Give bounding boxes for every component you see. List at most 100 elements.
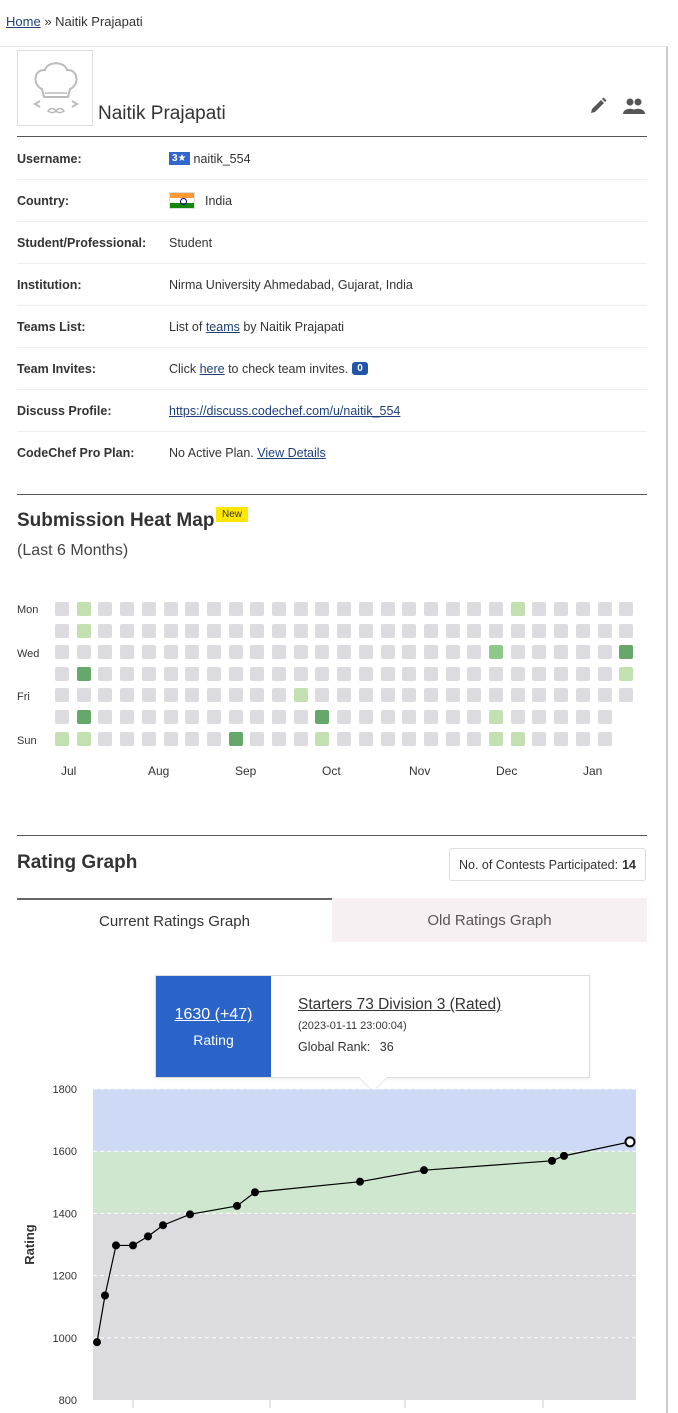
heatmap-cell[interactable] bbox=[185, 710, 200, 724]
heatmap-cell[interactable] bbox=[272, 731, 286, 746]
heatmap-cell[interactable] bbox=[315, 731, 330, 746]
heatmap-cell[interactable] bbox=[337, 688, 352, 703]
heatmap-cell[interactable] bbox=[402, 710, 417, 724]
heatmap-cell[interactable] bbox=[597, 666, 612, 681]
heatmap-cell[interactable] bbox=[141, 710, 156, 724]
tooltip-contest-name[interactable]: Starters 73 Division 3 (Rated) bbox=[298, 996, 502, 1013]
heatmap-cell[interactable] bbox=[489, 688, 503, 703]
heatmap-cell[interactable] bbox=[532, 645, 547, 660]
heatmap-cell[interactable] bbox=[315, 688, 330, 703]
heatmap-cell[interactable] bbox=[163, 645, 178, 660]
rating-point[interactable] bbox=[548, 1156, 556, 1165]
heatmap-cell[interactable] bbox=[228, 688, 243, 703]
heatmap-cell[interactable] bbox=[510, 731, 525, 746]
heatmap-cell[interactable] bbox=[120, 666, 135, 681]
heatmap-cell[interactable] bbox=[141, 602, 156, 616]
heatmap-cell[interactable] bbox=[206, 666, 221, 681]
heatmap-cell[interactable] bbox=[380, 602, 395, 616]
heatmap-cell[interactable] bbox=[358, 688, 373, 703]
heatmap-cell[interactable] bbox=[120, 688, 135, 703]
teams-link[interactable]: teams bbox=[205, 319, 240, 334]
heatmap-cell[interactable] bbox=[185, 731, 200, 746]
heatmap-cell[interactable] bbox=[272, 645, 286, 660]
heatmap-cell[interactable] bbox=[76, 731, 91, 746]
view-details-link[interactable]: View Details bbox=[257, 446, 326, 460]
heatmap-cell[interactable] bbox=[445, 731, 460, 746]
heatmap-cell[interactable] bbox=[467, 731, 482, 746]
heatmap-cell[interactable] bbox=[163, 710, 178, 724]
heatmap-cell[interactable] bbox=[250, 666, 265, 681]
heatmap-cell[interactable] bbox=[597, 688, 612, 703]
heatmap-cell[interactable] bbox=[358, 602, 373, 616]
heatmap-cell[interactable] bbox=[423, 645, 438, 660]
heatmap-cell[interactable] bbox=[597, 710, 612, 724]
heatmap-cell[interactable] bbox=[423, 623, 438, 638]
heatmap-cell[interactable] bbox=[228, 710, 243, 724]
rating-point[interactable] bbox=[144, 1232, 152, 1241]
heatmap-cell[interactable] bbox=[98, 688, 113, 703]
heatmap-cell[interactable] bbox=[575, 666, 590, 681]
heatmap-cell[interactable] bbox=[293, 602, 308, 616]
heatmap-cell[interactable] bbox=[293, 623, 308, 638]
heatmap-cell[interactable] bbox=[510, 666, 525, 681]
heatmap-cell[interactable] bbox=[358, 731, 373, 746]
heatmap-cell[interactable] bbox=[467, 710, 482, 724]
heatmap-cell[interactable] bbox=[206, 688, 221, 703]
heatmap-cell[interactable] bbox=[55, 666, 69, 681]
rating-point[interactable] bbox=[101, 1291, 109, 1300]
heatmap-cell[interactable] bbox=[532, 666, 547, 681]
heatmap-cell[interactable] bbox=[141, 688, 156, 703]
heatmap-cell[interactable] bbox=[575, 645, 590, 660]
heatmap-cell[interactable] bbox=[445, 645, 460, 660]
heatmap-cell[interactable] bbox=[272, 688, 286, 703]
heatmap-cell[interactable] bbox=[120, 623, 135, 638]
rating-point[interactable] bbox=[233, 1201, 241, 1210]
heatmap-cell[interactable] bbox=[98, 731, 113, 746]
heatmap-cell[interactable] bbox=[402, 602, 417, 616]
heatmap-cell[interactable] bbox=[55, 602, 69, 616]
rating-point[interactable] bbox=[186, 1210, 194, 1219]
heatmap-cell[interactable] bbox=[380, 645, 395, 660]
heatmap-cell[interactable] bbox=[315, 602, 330, 616]
heatmap-cell[interactable] bbox=[228, 623, 243, 638]
heatmap-cell[interactable] bbox=[489, 710, 503, 724]
heatmap-cell[interactable] bbox=[554, 602, 569, 616]
heatmap-cell[interactable] bbox=[619, 623, 634, 638]
heatmap-cell[interactable] bbox=[358, 645, 373, 660]
heatmap-cell[interactable] bbox=[228, 645, 243, 660]
heatmap-cell[interactable] bbox=[489, 731, 503, 746]
rating-point[interactable] bbox=[251, 1188, 259, 1197]
heatmap-cell[interactable] bbox=[532, 710, 547, 724]
heatmap-cell[interactable] bbox=[206, 602, 221, 616]
heatmap-cell[interactable] bbox=[250, 602, 265, 616]
rating-point[interactable] bbox=[356, 1177, 364, 1186]
heatmap-cell[interactable] bbox=[76, 688, 91, 703]
heatmap-cell[interactable] bbox=[228, 602, 243, 616]
heatmap-cell[interactable] bbox=[358, 710, 373, 724]
heatmap-cell[interactable] bbox=[163, 666, 178, 681]
heatmap-cell[interactable] bbox=[120, 602, 135, 616]
heatmap-cell[interactable] bbox=[206, 645, 221, 660]
heatmap-cell[interactable] bbox=[76, 623, 91, 638]
heatmap-cell[interactable] bbox=[293, 688, 308, 703]
heatmap-cell[interactable] bbox=[402, 645, 417, 660]
heatmap-cell[interactable] bbox=[293, 710, 308, 724]
heatmap-cell[interactable] bbox=[185, 688, 200, 703]
heatmap-cell[interactable] bbox=[337, 710, 352, 724]
heatmap-cell[interactable] bbox=[98, 623, 113, 638]
heatmap-cell[interactable] bbox=[510, 623, 525, 638]
heatmap-cell[interactable] bbox=[532, 731, 547, 746]
heatmap-cell[interactable] bbox=[250, 688, 265, 703]
heatmap-cell[interactable] bbox=[120, 710, 135, 724]
discuss-profile-link[interactable]: https://discuss.codechef.com/u/naitik_55… bbox=[169, 403, 401, 418]
heatmap-cell[interactable] bbox=[76, 666, 91, 681]
heatmap-cell[interactable] bbox=[228, 731, 243, 746]
heatmap-cell[interactable] bbox=[380, 688, 395, 703]
heatmap-cell[interactable] bbox=[293, 731, 308, 746]
heatmap-cell[interactable] bbox=[445, 666, 460, 681]
heatmap-cell[interactable] bbox=[380, 710, 395, 724]
invites-link[interactable]: here bbox=[199, 361, 225, 376]
heatmap-cell[interactable] bbox=[76, 602, 91, 616]
heatmap-cell[interactable] bbox=[554, 731, 569, 746]
heatmap-cell[interactable] bbox=[141, 645, 156, 660]
